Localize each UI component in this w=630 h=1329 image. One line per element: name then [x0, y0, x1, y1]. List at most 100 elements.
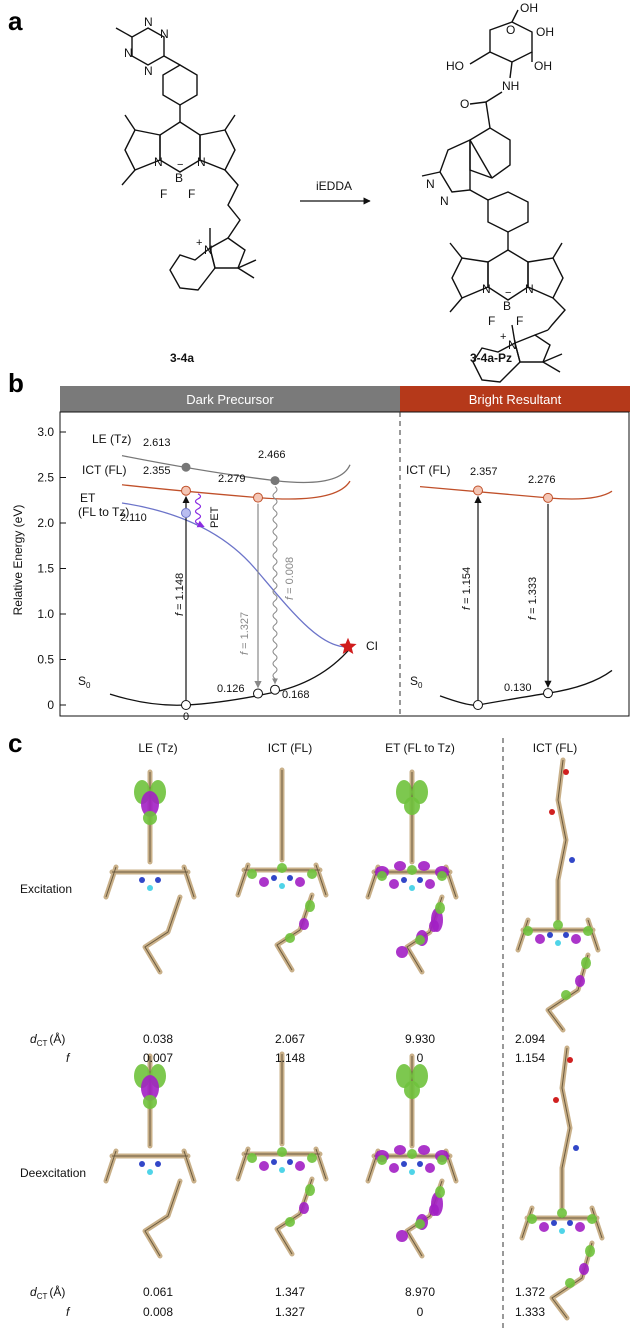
value-2279: 2.279 [218, 473, 246, 485]
orbital-lobe-green [557, 1208, 567, 1218]
point-ict-2279 [253, 492, 263, 503]
value-2276: 2.276 [528, 474, 556, 486]
orbital-lobe-purple [575, 1222, 585, 1232]
atom-o: O [460, 97, 469, 111]
orbital-lobe-purple [579, 1263, 589, 1275]
atom-b: B [175, 171, 183, 185]
nitrogen-atom [155, 1161, 161, 1167]
point-s0-0168 [270, 684, 280, 695]
orbital-lobe-purple [394, 1145, 406, 1155]
orbital-lobe-green [527, 1214, 537, 1224]
point-s0-0126 [253, 688, 263, 699]
orbital-lobe-green [435, 1186, 445, 1198]
dct-le-deex: 0.061 [143, 1285, 173, 1299]
orbital-lobe-green [553, 920, 563, 930]
atom-n: N [440, 194, 449, 208]
orbital-lobe-green [585, 1245, 595, 1257]
orbital-lobe-green [377, 871, 387, 881]
f-row-label-2: f [66, 1305, 71, 1319]
value-2357: 2.357 [470, 466, 498, 478]
ci-star [339, 637, 357, 654]
fluorine-atom [409, 885, 415, 891]
atom-n: N [197, 155, 206, 169]
ci-label: CI [366, 639, 378, 653]
orbital-lobe-green [396, 780, 412, 804]
atom-oh: OH [534, 59, 552, 73]
atom-oh: OH [520, 1, 538, 15]
oxygen-atom [567, 1057, 573, 1063]
nitrogen-atom [417, 877, 423, 883]
orbital-lobe-green [415, 1219, 425, 1229]
orbital-lobe-purple [259, 877, 269, 887]
row-label-excitation: Excitation [20, 882, 72, 896]
orbital-lobe-green [415, 935, 425, 945]
point-le-2613 [181, 462, 191, 472]
value-2110: 2.110 [120, 512, 147, 524]
orbital-lobe-purple [259, 1161, 269, 1171]
orbital-lobe-green [285, 1217, 295, 1227]
point-le-2466 [270, 476, 280, 486]
orbital-lobe-green [587, 1214, 597, 1224]
point-s0-0130 [543, 688, 553, 699]
value-0: 0 [183, 711, 189, 723]
nitrogen-atom [155, 877, 161, 883]
atom-o: O [506, 23, 515, 37]
orbital-lobe-green [143, 811, 157, 825]
atom-n: N [426, 177, 435, 191]
y-axis: 3.0 2.5 2.0 1.5 1.0 0.5 0 [37, 425, 66, 712]
reaction-arrow-label: iEDDA [316, 179, 352, 193]
nitrogen-atom [287, 1159, 293, 1165]
orbital-lobe-purple [425, 879, 435, 889]
orbital-lobe-purple [141, 791, 159, 817]
value-2466: 2.466 [258, 449, 286, 461]
orbital-lobe-green [305, 1184, 315, 1196]
nitrogen-atom [401, 877, 407, 883]
dct-ict-deex: 1.347 [275, 1285, 305, 1299]
nitrogen-atom [417, 1161, 423, 1167]
fluorine-atom [555, 940, 561, 946]
fluorine-atom [279, 1167, 285, 1173]
f-label-1333: f = 1.333 [527, 577, 539, 620]
atom-n: N [144, 64, 153, 78]
value-2355: 2.355 [143, 465, 171, 477]
orbital-lobe-green [437, 871, 447, 881]
reactant-label: 3-4a [170, 351, 194, 365]
y-tick-label: 1.0 [37, 607, 54, 621]
point-ict-2355 [181, 485, 191, 496]
orbital-lobe-green [247, 1153, 257, 1163]
nitrogen-atom [287, 875, 293, 881]
orbital-lobe-green [277, 863, 287, 873]
column-header-et: ET (FL to Tz) [385, 741, 455, 755]
value-0168: 0.168 [282, 689, 310, 701]
nitrogen-atom [563, 932, 569, 938]
fluorine-atom [147, 885, 153, 891]
value-2613: 2.613 [143, 437, 171, 449]
atom-f: F [516, 314, 523, 328]
curve-et [121, 502, 349, 648]
dct-le-ex: 0.038 [143, 1032, 173, 1046]
f-label-1154: f = 1.154 [461, 567, 473, 610]
f-et-deex: 0 [417, 1305, 424, 1319]
f-label-1148: f = 1.148 [174, 573, 186, 616]
curve-s0 [109, 648, 351, 706]
orbital-lobe-purple [141, 1075, 159, 1101]
curve-s0-right [439, 669, 613, 706]
point-ict-2276 [543, 492, 553, 503]
orbital-lobe-purple [429, 920, 439, 932]
y-tick-label: 0.5 [37, 653, 54, 667]
orbital-lobe-green [285, 933, 295, 943]
atom-n: N [124, 46, 133, 60]
orbital-lobe-purple [389, 1163, 399, 1173]
orbital-lobe-green [307, 869, 317, 879]
curve-label-le: LE (Tz) [92, 432, 131, 446]
y-tick-label: 2.5 [37, 471, 54, 485]
pet-arrow [194, 493, 205, 528]
nitrogen-atom [401, 1161, 407, 1167]
orbital-lobe-green [396, 1064, 412, 1088]
atom-f: F [188, 187, 195, 201]
minus-charge: − [177, 159, 183, 171]
orbital-lobe-purple [299, 918, 309, 930]
column-header-ict: ICT (FL) [268, 741, 312, 755]
atom-oh: OH [536, 25, 554, 39]
curve-label-et-sub: (FL to Tz) [78, 505, 129, 519]
